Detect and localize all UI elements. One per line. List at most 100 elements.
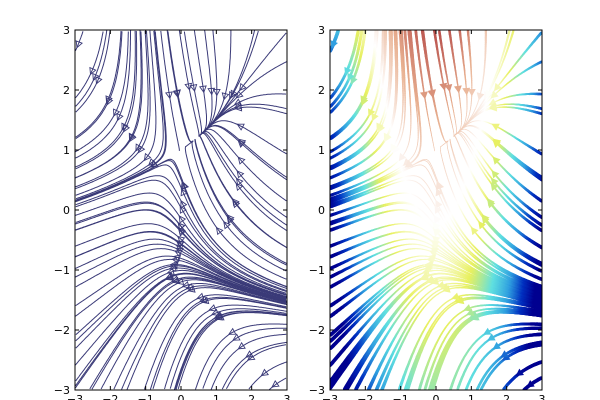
streamline-arrow [487, 199, 496, 209]
streamline-arrow [515, 368, 525, 377]
streamline-arrow [404, 159, 414, 168]
streamline [184, 140, 287, 280]
streamline-arrow [239, 82, 247, 92]
y-tick-label: 0 [318, 204, 325, 217]
y-tick-label: 0 [63, 204, 70, 217]
streamline [183, 31, 202, 136]
x-tick-label: 2 [503, 393, 510, 400]
streamline-arrow [226, 214, 235, 223]
streamline-arrow [500, 350, 509, 358]
streamline-arrow [490, 90, 499, 99]
streamline [449, 138, 542, 266]
streamline-arrow [189, 84, 198, 93]
streamline-arrow [211, 308, 220, 316]
streamline [330, 267, 542, 350]
streamline-arrow [199, 295, 208, 303]
streamline [198, 30, 213, 137]
streamline-arrow [490, 177, 499, 186]
streamline-arrow [478, 221, 486, 230]
streamline-arrow [230, 89, 238, 99]
streamline [454, 132, 542, 227]
streamline-arrow [232, 199, 241, 209]
streamline-arrow [165, 271, 175, 280]
streamline-arrow [135, 143, 143, 152]
streamline [454, 131, 542, 219]
streamline [152, 298, 287, 390]
y-tick-label: −2 [309, 324, 325, 337]
y-tick-label: 3 [63, 24, 70, 37]
streamline-arrow [432, 222, 441, 231]
streamline-arrow [420, 271, 430, 280]
panel-left: −3−3 −2 −2 −1 −1 0 0 1 1 2 2 3 3 [54, 24, 291, 400]
streamline-arrow [398, 152, 407, 162]
streamline [421, 30, 449, 143]
streamline [160, 30, 180, 151]
streamline-arrow [208, 304, 217, 312]
streamline-arrow [467, 88, 476, 97]
streamline-arrow [383, 132, 391, 142]
streamline [429, 311, 542, 390]
streamline [330, 30, 388, 160]
streamline-arrow [330, 40, 338, 49]
streamline-arrow [176, 277, 185, 285]
panel-left-arrows [75, 40, 280, 388]
streamline-arrow [171, 275, 180, 283]
panel-right: −3−3 −2 −2 −1 −1 0 0 1 1 2 2 3 3 [309, 24, 546, 400]
streamline-arrow [430, 247, 439, 255]
streamline-arrow [245, 350, 254, 358]
streamline-arrow [226, 216, 235, 225]
streamline-arrow [453, 85, 462, 94]
streamline [193, 30, 207, 137]
streamline-arrow [444, 84, 453, 93]
streamline-arrow [347, 72, 355, 82]
streamline-arrow [75, 40, 83, 49]
x-tick-label: 3 [539, 393, 546, 400]
panel-left-axis-ticks: −3−3 −2 −2 −1 −1 0 0 1 1 2 2 3 3 [54, 24, 291, 400]
streamline-arrow [235, 90, 244, 99]
streamline-arrow [184, 82, 193, 91]
streamline-arrow [215, 226, 224, 236]
x-tick-label: −2 [102, 393, 118, 400]
streamline [75, 264, 287, 336]
streamline-arrow [494, 82, 502, 92]
streamline-arrow [426, 276, 436, 284]
streamline [330, 201, 542, 297]
streamline-arrow [168, 264, 177, 273]
streamline-arrow [181, 181, 190, 190]
streamline [330, 30, 392, 169]
streamline-arrow [371, 112, 379, 122]
y-tick-label: 2 [63, 84, 70, 97]
streamline-arrow [470, 226, 479, 236]
streamline [199, 132, 287, 226]
streamline [210, 333, 287, 390]
streamline [75, 31, 123, 140]
streamline-arrow [436, 280, 445, 289]
streamline-arrow [419, 91, 428, 100]
streamline-arrow [260, 368, 270, 377]
streamline-arrow [376, 122, 384, 131]
y-tick-label: −1 [54, 264, 70, 277]
x-tick-label: −3 [67, 393, 83, 400]
streamline-arrow [176, 235, 186, 244]
streamline-arrow [235, 177, 244, 186]
streamline-arrow [235, 182, 244, 192]
streamline [225, 344, 287, 390]
streamline [149, 296, 287, 390]
streamline-arrow [223, 221, 231, 230]
streamline [194, 139, 287, 264]
streamline [191, 140, 287, 272]
x-tick-label: 1 [213, 393, 220, 400]
streamline-arrow [116, 112, 124, 122]
y-tick-label: 3 [318, 24, 325, 37]
streamline [75, 248, 287, 299]
streamline [345, 277, 542, 390]
panel-right-streamlines [330, 30, 542, 390]
y-tick-label: −3 [54, 384, 70, 397]
streamline-arrow [463, 304, 472, 312]
panel-right-axis-ticks: −3−3 −2 −2 −1 −1 0 0 1 1 2 2 3 3 [309, 24, 546, 400]
x-tick-label: 2 [248, 393, 255, 400]
streamline-arrow [526, 380, 535, 388]
streamline-arrow [179, 205, 187, 214]
y-tick-label: 1 [63, 144, 70, 157]
streamline-arrow [462, 87, 471, 96]
